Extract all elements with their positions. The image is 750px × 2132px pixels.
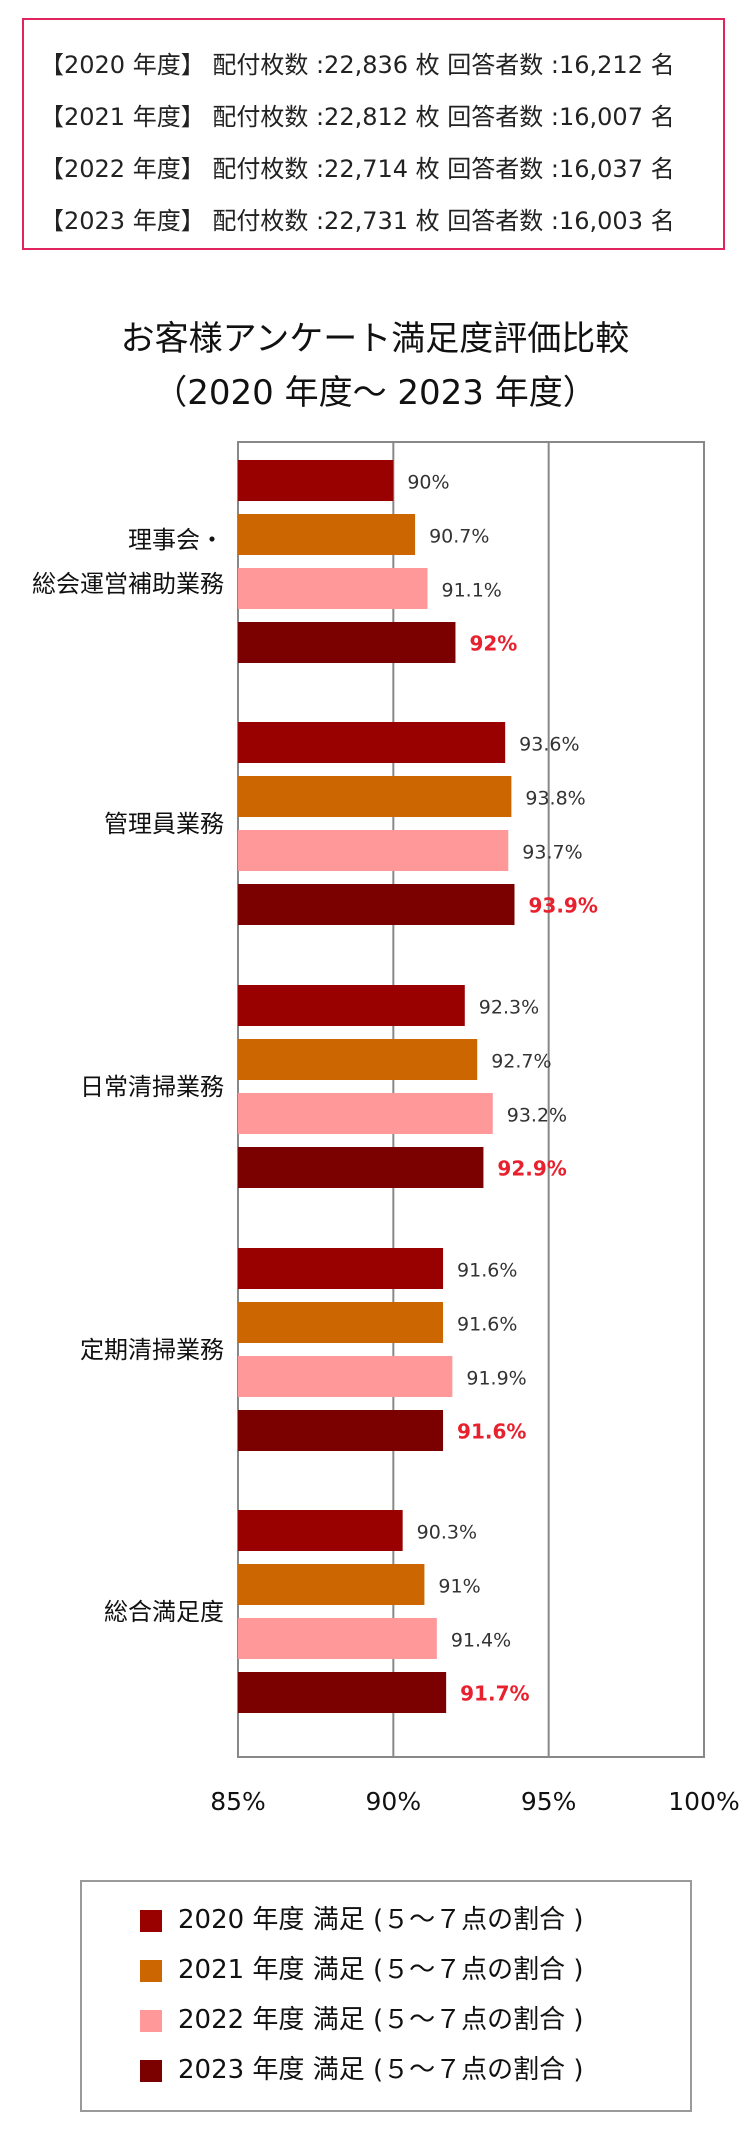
bar-1-1	[238, 776, 512, 817]
chart-legend: 2020 年度 満足 (５〜７点の割合 ) 2021 年度 満足 (５〜７点の割…	[80, 1880, 692, 2112]
bar-chart: 90% 93.6% 92.3% 91.6% 90.3% 90.7% 93.8% 92.7% 91…	[32, 441, 740, 1816]
data-label-3-4: 91.7%	[460, 1682, 529, 1706]
legend-label-2023: 2023 年度 満足 (５〜７点の割合 )	[178, 2055, 584, 2085]
bar-0-2	[238, 985, 465, 1026]
category-label-0-1: 総会運営補助業務	[32, 570, 224, 598]
chart-title: お客様アンケート満足度評価比較 （2020 年度〜 2023 年度）	[0, 312, 750, 420]
data-label-3-0: 92%	[469, 632, 517, 656]
data-label-1-3: 91.6%	[457, 1314, 517, 1336]
x-tick-label-90: 90%	[366, 1787, 422, 1816]
data-label-3-3: 91.6%	[457, 1420, 526, 1444]
data-label-2-4: 91.4%	[451, 1630, 511, 1652]
category-label-2-0: 日常清掃業務	[80, 1073, 224, 1101]
data-label-2-2: 93.2%	[507, 1105, 567, 1127]
bar-3-4	[238, 1672, 447, 1713]
category-label-0-0: 理事会・	[128, 526, 224, 554]
bar-1-0	[238, 514, 416, 555]
x-tick-label-85: 85%	[210, 1787, 266, 1816]
data-label-0-1: 93.6%	[519, 734, 579, 756]
legend-swatch-2022	[140, 2010, 162, 2032]
bar-3-1	[238, 884, 515, 925]
bar-0-4	[238, 1510, 403, 1551]
bar-3-0	[238, 622, 456, 663]
info-line-2020: 【2020 年度】 配付枚数 :22,836 枚 回答者数 :16,212 名	[40, 51, 675, 79]
chart-title-line-1: お客様アンケート満足度評価比較	[120, 319, 630, 359]
data-label-3-2: 92.9%	[497, 1157, 566, 1181]
bar-3-3	[238, 1410, 444, 1451]
data-label-1-1: 93.8%	[525, 788, 585, 810]
x-tick-label-95: 95%	[521, 1787, 577, 1816]
legend-swatch-2023	[140, 2060, 162, 2082]
bar-2-4	[238, 1618, 437, 1659]
chart-title-line-2: （2020 年度〜 2023 年度）	[153, 373, 597, 413]
category-label-4-0: 総合満足度	[104, 1598, 224, 1626]
category-label-3-0: 定期清掃業務	[80, 1336, 224, 1364]
bar-0-1	[238, 722, 506, 763]
data-label-2-3: 91.9%	[466, 1368, 526, 1390]
legend-label-2020: 2020 年度 満足 (５〜７点の割合 )	[178, 1905, 584, 1935]
data-label-1-0: 90.7%	[429, 526, 489, 548]
bar-2-1	[238, 830, 509, 871]
bar-0-3	[238, 1248, 444, 1289]
data-label-0-3: 91.6%	[457, 1260, 517, 1282]
bar-1-2	[238, 1039, 478, 1080]
bar-3-2	[238, 1147, 484, 1188]
info-line-2022: 【2022 年度】 配付枚数 :22,714 枚 回答者数 :16,037 名	[40, 155, 675, 183]
legend-label-2022: 2022 年度 満足 (５〜７点の割合 )	[178, 2005, 584, 2035]
legend-swatch-2021	[140, 1960, 162, 1982]
data-label-0-0: 90%	[407, 472, 449, 494]
bar-2-0	[238, 568, 428, 609]
legend-swatch-2020	[140, 1910, 162, 1932]
category-label-1-0: 管理員業務	[104, 810, 224, 838]
data-label-3-1: 93.9%	[528, 894, 597, 918]
x-tick-label-100: 100%	[668, 1787, 739, 1816]
data-label-1-4: 91%	[438, 1576, 480, 1598]
data-label-0-4: 90.3%	[417, 1522, 477, 1544]
data-label-0-2: 92.3%	[479, 997, 539, 1019]
bar-1-3	[238, 1302, 444, 1343]
info-line-2021: 【2021 年度】 配付枚数 :22,812 枚 回答者数 :16,007 名	[40, 103, 675, 131]
info-line-2023: 【2023 年度】 配付枚数 :22,731 枚 回答者数 :16,003 名	[40, 207, 675, 235]
survey-info-box: 【2020 年度】 配付枚数 :22,836 枚 回答者数 :16,212 名 …	[22, 18, 725, 250]
data-label-1-2: 92.7%	[491, 1051, 551, 1073]
bar-0-0	[238, 460, 394, 501]
data-label-2-1: 93.7%	[522, 842, 582, 864]
legend-label-2021: 2021 年度 満足 (５〜７点の割合 )	[178, 1955, 584, 1985]
data-label-2-0: 91.1%	[442, 580, 502, 602]
bar-2-3	[238, 1356, 453, 1397]
bar-2-2	[238, 1093, 493, 1134]
bar-1-4	[238, 1564, 425, 1605]
